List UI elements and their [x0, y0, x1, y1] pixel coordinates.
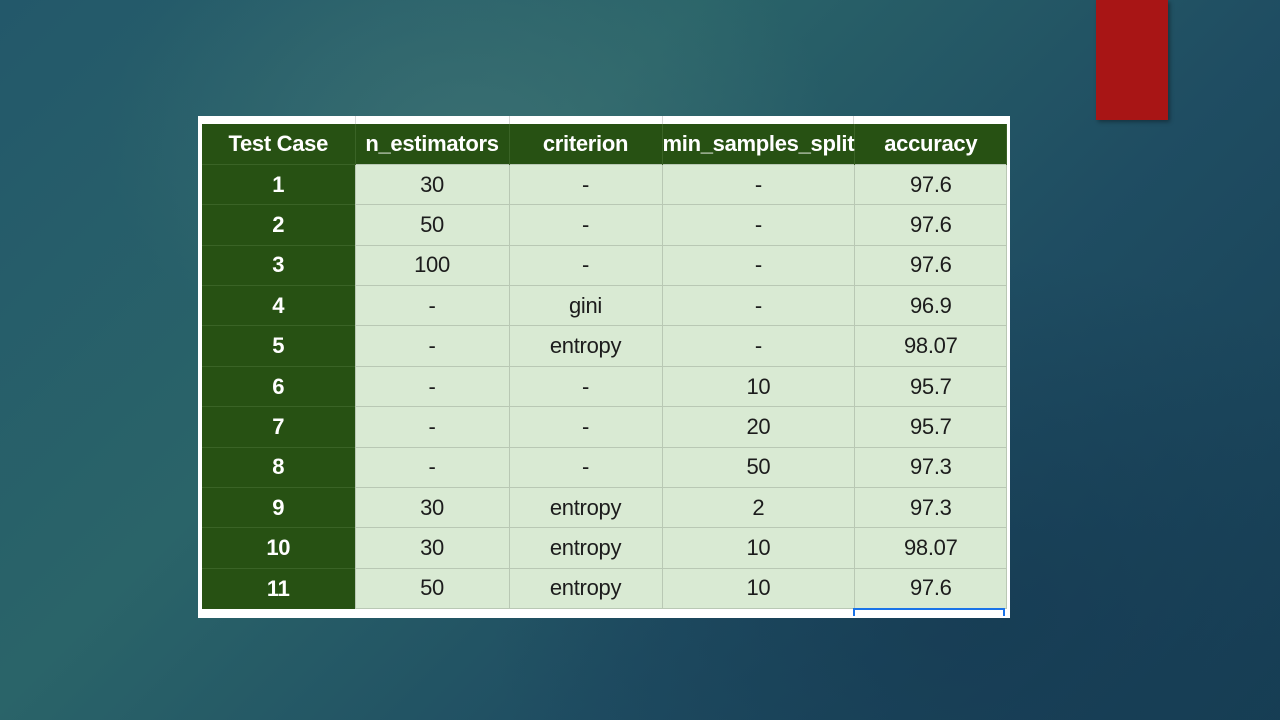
min-samples-split-cell[interactable]: 50 — [661, 446, 856, 489]
accuracy-cell[interactable]: 97.6 — [854, 567, 1008, 610]
criterion-cell[interactable]: - — [508, 365, 663, 408]
accuracy-cell[interactable]: 98.07 — [854, 325, 1008, 367]
criterion-cell[interactable]: - — [508, 446, 663, 489]
accuracy-cell[interactable]: 97.6 — [854, 244, 1008, 287]
accuracy-cell[interactable]: 97.6 — [854, 163, 1008, 206]
min-samples-split-cell[interactable]: - — [661, 204, 856, 246]
spreadsheet-image: Test Case n_estimators criterion min_sam… — [198, 116, 1010, 618]
test-case-cell[interactable]: 4 — [202, 285, 355, 326]
table-row: 2 50- -97.6 — [202, 204, 1008, 246]
test-case-cell[interactable]: 3 — [202, 244, 355, 286]
table-row: 1 30- -97.6 — [202, 163, 1008, 206]
min-samples-split-cell[interactable]: - — [661, 325, 856, 367]
n-estimators-cell[interactable]: 30 — [354, 487, 510, 529]
table-row: 11 50 entropy 10 97.6 — [202, 567, 1008, 610]
criterion-cell[interactable]: entropy — [508, 527, 663, 569]
criterion-cell[interactable]: entropy — [508, 325, 663, 367]
accuracy-cell[interactable]: 97.3 — [854, 487, 1008, 529]
results-table: Test Case n_estimators criterion min_sam… — [202, 124, 1008, 610]
header-accuracy: accuracy — [854, 124, 1008, 165]
min-samples-split-cell[interactable]: 10 — [661, 527, 856, 569]
n-estimators-cell[interactable]: - — [354, 325, 510, 367]
table-row: 10 30 entropy 10 98.07 — [202, 527, 1008, 569]
header-min-samples-split: min_samples_split — [662, 124, 856, 165]
test-case-cell[interactable]: 5 — [202, 325, 355, 367]
min-samples-split-cell[interactable]: - — [661, 163, 856, 206]
header-row: Test Case n_estimators criterion min_sam… — [202, 124, 1008, 165]
test-case-cell[interactable]: 6 — [202, 365, 355, 407]
n-estimators-cell[interactable]: 50 — [354, 567, 510, 610]
test-case-cell[interactable]: 10 — [202, 527, 355, 569]
accent-bar — [1096, 0, 1168, 120]
header-test-case: Test Case — [202, 124, 356, 165]
min-samples-split-cell[interactable]: 20 — [661, 406, 856, 448]
min-samples-split-cell[interactable]: - — [661, 244, 856, 287]
criterion-cell[interactable]: - — [508, 163, 663, 206]
gridline — [509, 116, 510, 124]
table-row: 8- -50 97.3 — [202, 446, 1008, 489]
header-criterion: criterion — [509, 124, 663, 165]
n-estimators-cell[interactable]: 30 — [354, 527, 510, 569]
accuracy-cell[interactable]: 95.7 — [854, 365, 1008, 408]
table-row: 6- -10 95.7 — [202, 365, 1008, 408]
test-case-cell[interactable]: 9 — [202, 487, 355, 528]
accuracy-cell[interactable]: 96.9 — [854, 285, 1008, 327]
test-case-cell[interactable]: 8 — [202, 446, 355, 488]
table-body: 1 30- -97.6 2 50- -97.6 3 100- -97.6 4- gini -96.9 5… — [202, 163, 1008, 610]
criterion-cell[interactable]: - — [508, 244, 663, 287]
table-row: 4- gini -96.9 — [202, 285, 1008, 327]
table-row: 3 100- -97.6 — [202, 244, 1008, 287]
accuracy-cell[interactable]: 97.3 — [854, 446, 1008, 489]
table-row: 7- -20 95.7 — [202, 406, 1008, 448]
gridline — [355, 116, 356, 124]
test-case-cell[interactable]: 7 — [202, 406, 355, 448]
n-estimators-cell[interactable]: - — [354, 406, 510, 448]
criterion-cell[interactable]: entropy — [508, 487, 663, 529]
test-case-cell[interactable]: 2 — [202, 204, 355, 246]
min-samples-split-cell[interactable]: 10 — [661, 567, 856, 610]
n-estimators-cell[interactable]: - — [354, 285, 510, 327]
selected-cell[interactable] — [853, 608, 1005, 616]
test-case-cell[interactable]: 1 — [202, 163, 355, 205]
min-samples-split-cell[interactable]: 2 — [661, 487, 856, 529]
n-estimators-cell[interactable]: 100 — [354, 244, 510, 287]
min-samples-split-cell[interactable]: 10 — [661, 365, 856, 408]
criterion-cell[interactable]: gini — [508, 285, 663, 327]
n-estimators-cell[interactable]: 30 — [354, 163, 510, 206]
accuracy-cell[interactable]: 98.07 — [854, 527, 1008, 569]
table-row: 9 30 entropy 2 97.3 — [202, 487, 1008, 529]
test-case-cell[interactable]: 11 — [202, 567, 355, 609]
gridline — [662, 116, 663, 124]
gridline — [853, 116, 854, 124]
header-n-estimators: n_estimators — [355, 124, 510, 165]
criterion-cell[interactable]: entropy — [508, 567, 663, 610]
criterion-cell[interactable]: - — [508, 204, 663, 246]
n-estimators-cell[interactable]: - — [354, 365, 510, 408]
n-estimators-cell[interactable]: 50 — [354, 204, 510, 246]
table-row: 5- entropy -98.07 — [202, 325, 1008, 367]
min-samples-split-cell[interactable]: - — [661, 285, 856, 327]
accuracy-cell[interactable]: 95.7 — [854, 406, 1008, 448]
n-estimators-cell[interactable]: - — [354, 446, 510, 489]
criterion-cell[interactable]: - — [508, 406, 663, 448]
accuracy-cell[interactable]: 97.6 — [854, 204, 1008, 246]
